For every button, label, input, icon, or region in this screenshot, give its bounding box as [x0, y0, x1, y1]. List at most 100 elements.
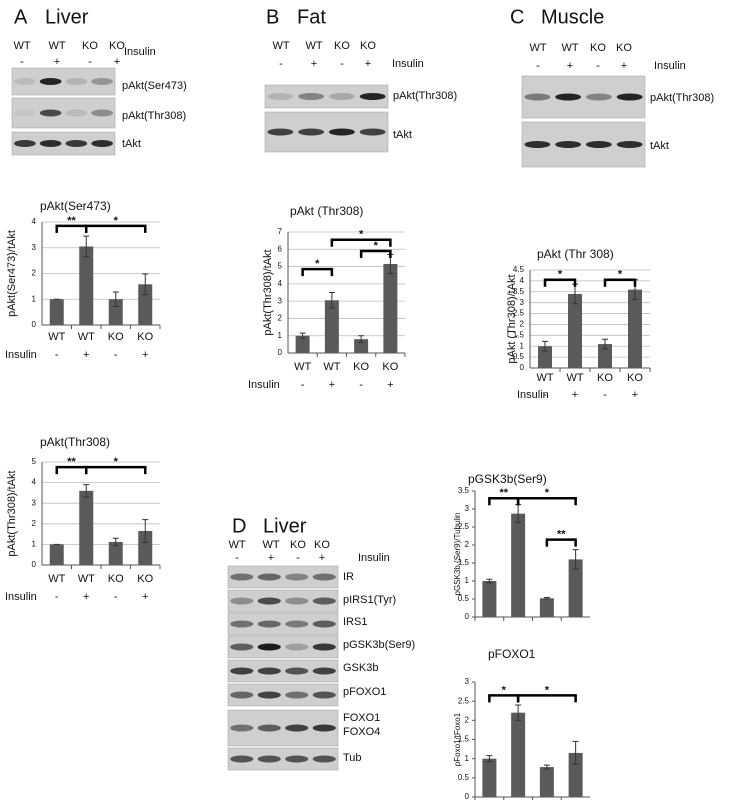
insulin-sign: + [632, 389, 638, 401]
blot-band [257, 620, 281, 628]
blot-strip [227, 747, 339, 771]
blot-band [267, 128, 294, 136]
significance-label: * [359, 229, 364, 241]
blot-band [257, 755, 281, 763]
blot-band [359, 128, 386, 136]
significance-label: ** [67, 456, 76, 468]
bar [539, 598, 554, 617]
bar [539, 767, 554, 797]
significance-label: * [114, 456, 119, 468]
lane-label: WT [272, 40, 289, 52]
lane-label: KO [360, 40, 376, 52]
y-tick-label: 3.5 [513, 287, 525, 296]
panel-title: Fat [297, 6, 326, 28]
significance-label: * [545, 684, 550, 696]
error-bar [602, 338, 608, 350]
insulin-sign: - [603, 389, 607, 401]
y-tick-label: 0.5 [458, 594, 470, 603]
y-tick-label: 1.5 [458, 558, 470, 567]
blot-band [257, 724, 281, 732]
insulin-sign: - [235, 552, 239, 564]
y-tick-label: 3 [465, 504, 470, 513]
chart-title: pGSK3b(Ser9) [468, 472, 547, 486]
error-bar [543, 597, 550, 600]
bar [79, 246, 94, 325]
chart-title: pAkt (Thr 308) [537, 247, 614, 261]
lane-label: WT [228, 539, 245, 551]
significance-bracket [330, 238, 392, 247]
significance-bracket [545, 538, 577, 547]
significance-label: * [374, 240, 379, 252]
bar [511, 712, 526, 797]
y-tick-label: 1 [465, 576, 470, 585]
chart-title: pAkt(Thr308) [40, 435, 110, 449]
band-label: pAkt(Ser473) [122, 80, 187, 92]
band-label: tAkt [393, 129, 412, 141]
blot-band [285, 597, 309, 605]
blot-band [359, 93, 386, 100]
blot-band [267, 93, 294, 100]
bar [383, 263, 398, 353]
x-tick-label: WT [294, 361, 311, 373]
x-tick-label: KO [137, 573, 153, 585]
bar [108, 299, 123, 325]
panel-title: Liver [263, 515, 307, 537]
bar [538, 346, 552, 368]
band-label: FOXO4 [343, 726, 380, 738]
y-tick-label: 1 [465, 754, 470, 763]
bar [49, 544, 64, 565]
band-label: Tub [343, 752, 362, 764]
blot-band [91, 109, 113, 117]
y-tick-label: 0 [465, 792, 470, 800]
insulin-sign: - [114, 349, 118, 361]
insulin-label: Insulin [654, 60, 686, 72]
y-axis-label: pAkt (Thr308)/tAkt [506, 274, 518, 363]
significance-bracket [488, 496, 520, 506]
blot-band [524, 93, 551, 101]
bar [511, 513, 526, 617]
lane-label: KO [616, 42, 632, 54]
y-tick-label: 7 [278, 227, 283, 236]
insulin-sign: - [536, 60, 540, 72]
bar [482, 758, 497, 797]
band-label: pFOXO1 [343, 686, 386, 698]
blot-band [230, 667, 254, 675]
insulin-sign: + [572, 389, 578, 401]
significance-bracket [488, 694, 520, 703]
insulin-sign: - [20, 56, 24, 68]
blot-band [285, 755, 309, 763]
insulin-sign: + [54, 56, 60, 68]
band-label: pAkt(Thr308) [122, 110, 186, 122]
significance-label: * [114, 215, 119, 227]
y-tick-label: 2.5 [458, 696, 470, 705]
insulin-sign: - [88, 56, 92, 68]
band-label: IR [343, 571, 354, 583]
y-tick-label: 0.5 [458, 773, 470, 782]
insulin-sign: + [114, 56, 120, 68]
significance-label: * [502, 684, 507, 696]
x-tick-label: KO [597, 372, 613, 384]
error-bar [486, 578, 493, 584]
significance-label: * [545, 487, 550, 499]
significance-bracket [85, 224, 147, 233]
blot-strip [264, 84, 389, 109]
y-tick-label: 3 [32, 498, 37, 507]
y-tick-label: 1 [32, 540, 37, 549]
error-bar [358, 335, 365, 344]
panel-title: Muscle [541, 6, 604, 28]
x-tick-label: KO [382, 361, 398, 373]
blot-strip [227, 612, 339, 636]
bar [568, 293, 582, 368]
y-tick-label: 6 [278, 244, 283, 253]
bar [79, 490, 94, 565]
blot-band [312, 724, 336, 732]
band-label: pIRS1(Tyr) [343, 594, 396, 606]
y-tick-label: 0 [32, 560, 37, 569]
insulin-sign: + [621, 60, 627, 72]
insulin-sign: + [268, 552, 274, 564]
significance-bracket [516, 496, 577, 506]
blot-band [312, 755, 336, 763]
insulin-sign: + [83, 349, 89, 361]
insulin-sign: + [142, 349, 148, 361]
